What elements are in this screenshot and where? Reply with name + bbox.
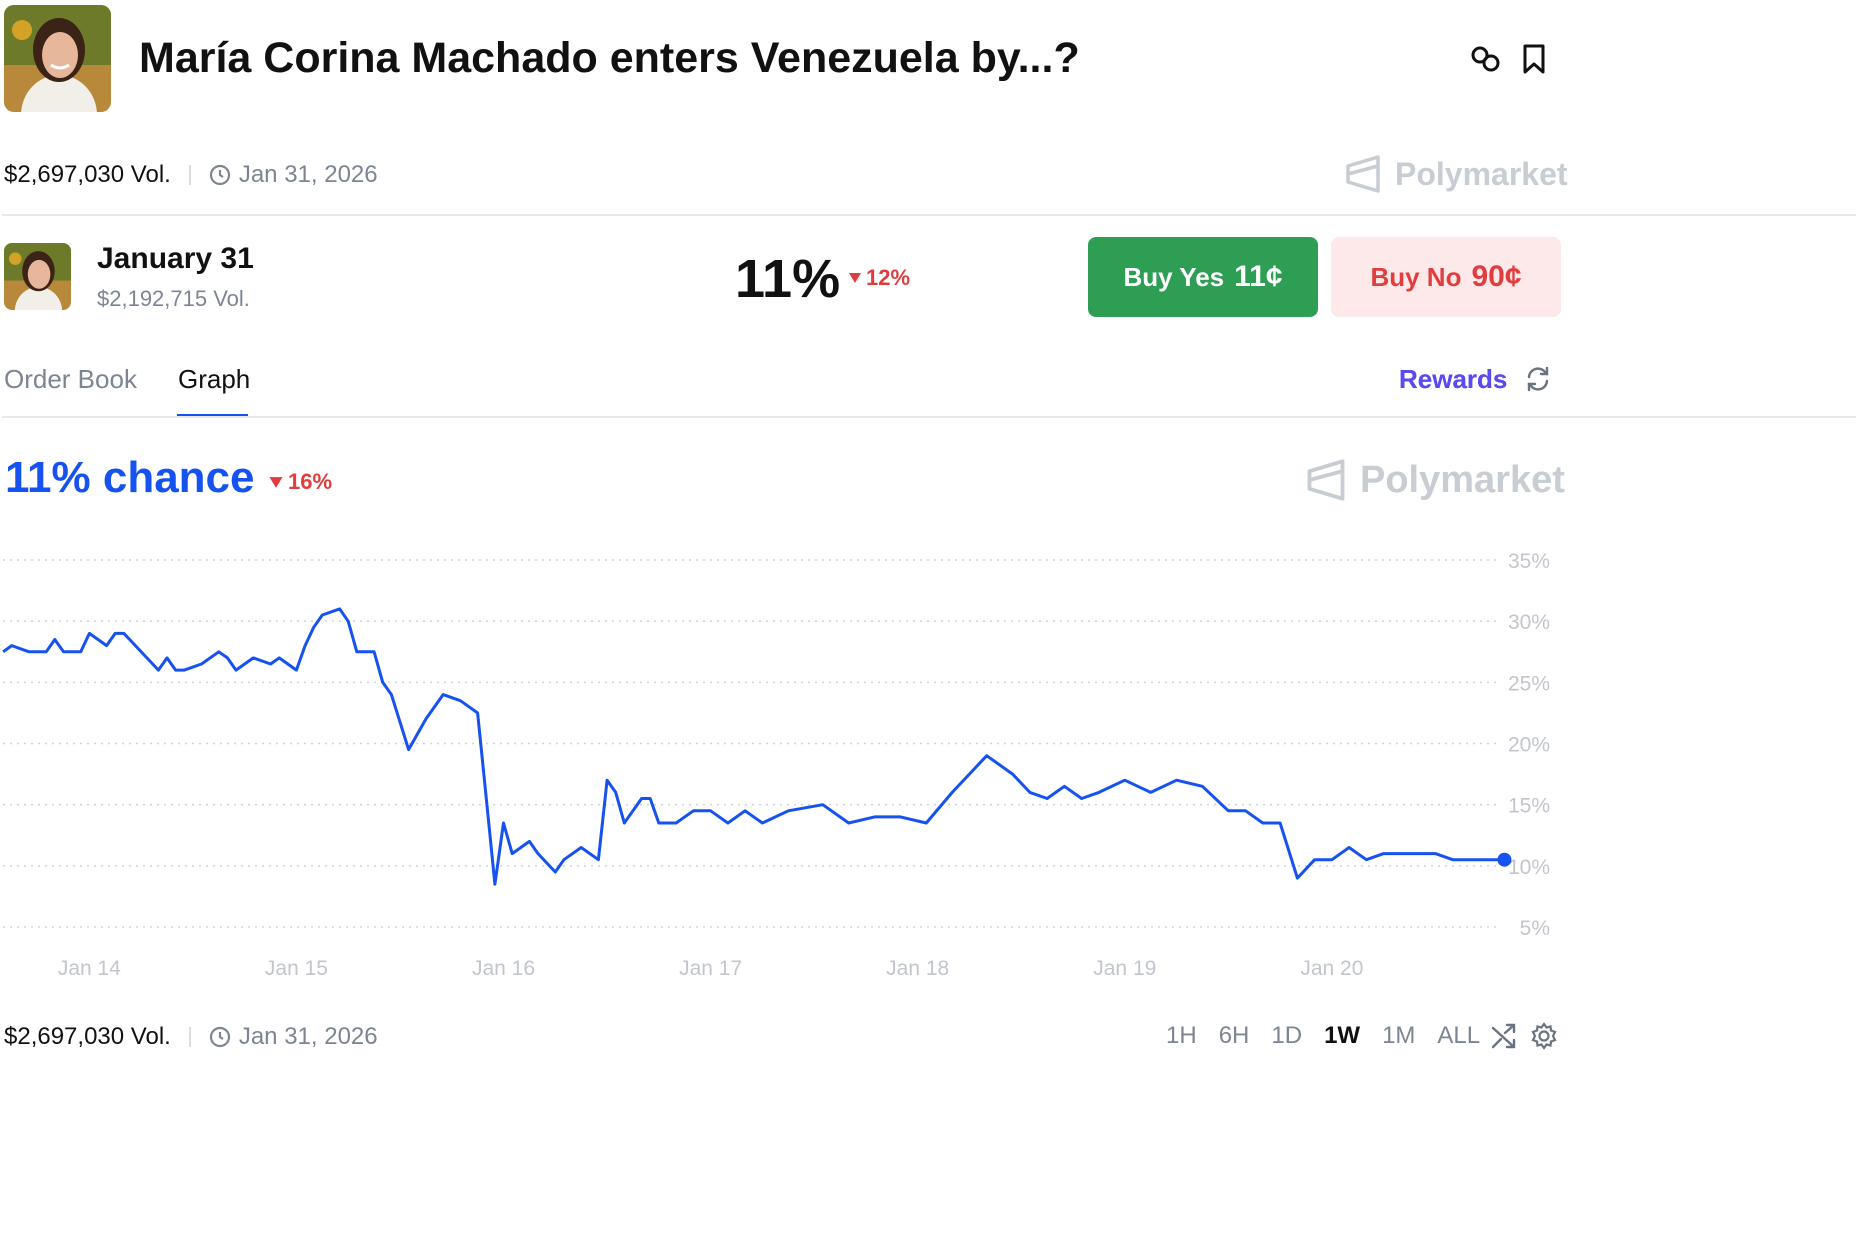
end-date-text: Jan 31, 2026 [238, 161, 378, 188]
y-tick-label: 25% [1508, 672, 1550, 695]
range-1w[interactable]: 1W [1324, 1022, 1361, 1049]
outcome-change: 12% [848, 265, 910, 291]
x-tick-label: Jan 17 [679, 957, 742, 980]
range-1d[interactable]: 1D [1271, 1022, 1303, 1049]
outcome-probability: 11% [735, 249, 841, 309]
tab-graph[interactable]: Graph [178, 364, 251, 394]
x-tick-label: Jan 19 [1093, 957, 1156, 980]
buy-no-button[interactable]: Buy No 90¢ [1331, 237, 1561, 317]
outcome-image [4, 243, 71, 310]
chance-heading: 11% chance [5, 453, 255, 502]
y-tick-label: 20% [1508, 734, 1550, 757]
series-line [2, 607, 1505, 886]
down-triangle-icon [269, 476, 283, 488]
y-tick-label: 15% [1508, 795, 1550, 818]
divider [188, 1027, 191, 1047]
x-tick-label: Jan 16 [472, 957, 535, 980]
page-title: María Corina Machado enters Venezuela by… [139, 34, 1080, 82]
active-tab-indicator [177, 414, 248, 417]
chart-footer-meta: $2,697,030 Vol. Jan 31, 2026 [4, 1022, 378, 1052]
polymarket-watermark: Polymarket [1306, 458, 1565, 502]
market-image [4, 5, 111, 112]
y-tick-label: 35% [1508, 550, 1550, 573]
down-triangle-icon [849, 273, 861, 283]
x-tick-label: Jan 14 [58, 957, 121, 980]
polymarket-mark-icon [1307, 459, 1345, 501]
polymarket-logo: Polymarket [1345, 154, 1568, 194]
x-tick-label: Jan 18 [886, 957, 949, 980]
total-volume: $2,697,030 Vol. [4, 1023, 171, 1050]
range-1h[interactable]: 1H [1166, 1022, 1197, 1049]
clock-icon [209, 1026, 230, 1048]
range-all[interactable]: ALL [1437, 1022, 1481, 1049]
polymarket-mark-icon [1346, 155, 1380, 193]
end-date: Jan 31, 2026 [209, 1023, 378, 1051]
chance-change-value: 16% [288, 469, 333, 494]
range-1m[interactable]: 1M [1382, 1022, 1416, 1049]
link-icon[interactable] [1470, 42, 1502, 76]
end-date: Jan 31, 2026 [209, 161, 378, 189]
chance-change: 16% [268, 469, 332, 495]
tab-order-book[interactable]: Order Book [4, 364, 137, 394]
buy-no-label: Buy No [1370, 261, 1462, 292]
settings-icon[interactable] [1530, 1022, 1558, 1055]
polymarket-wordmark: Polymarket [1360, 458, 1565, 501]
clock-icon [209, 164, 230, 186]
buy-yes-price: 11¢ [1234, 260, 1283, 293]
rewards-link[interactable]: Rewards [1399, 364, 1508, 394]
buy-yes-button[interactable]: Buy Yes 11¢ [1088, 237, 1318, 317]
divider [188, 165, 191, 185]
outcome-change-value: 12% [866, 265, 911, 290]
x-tick-label: Jan 15 [265, 957, 328, 980]
end-date-text: Jan 31, 2026 [238, 1023, 378, 1050]
bookmark-icon[interactable] [1520, 42, 1552, 76]
buy-no-price: 90¢ [1471, 260, 1522, 293]
outcome-name: January 31 [97, 242, 254, 275]
y-tick-label: 10% [1508, 856, 1550, 879]
divider [2, 416, 1856, 418]
range-6h[interactable]: 6H [1218, 1022, 1250, 1049]
refresh-icon[interactable] [1524, 365, 1552, 398]
divider [2, 214, 1856, 216]
total-volume: $2,697,030 Vol. [4, 161, 171, 188]
buy-yes-label: Buy Yes [1123, 261, 1225, 292]
shuffle-icon[interactable] [1490, 1022, 1518, 1055]
y-tick-label: 5% [1520, 917, 1550, 940]
y-tick-label: 30% [1508, 611, 1550, 634]
price-chart[interactable]: 35% 30% 25% 20% 15% 10% 5% Jan 14 Jan 15 Jan 16 J… [0, 530, 1856, 990]
time-range-selector: 1H 6H 1D 1W 1M ALL [1166, 1022, 1480, 1050]
outcome-volume: $2,192,715 Vol. [97, 286, 250, 311]
x-tick-label: Jan 20 [1300, 957, 1363, 980]
polymarket-wordmark: Polymarket [1395, 155, 1568, 192]
market-meta: $2,697,030 Vol. Jan 31, 2026 [4, 160, 378, 190]
current-point [1497, 852, 1512, 867]
